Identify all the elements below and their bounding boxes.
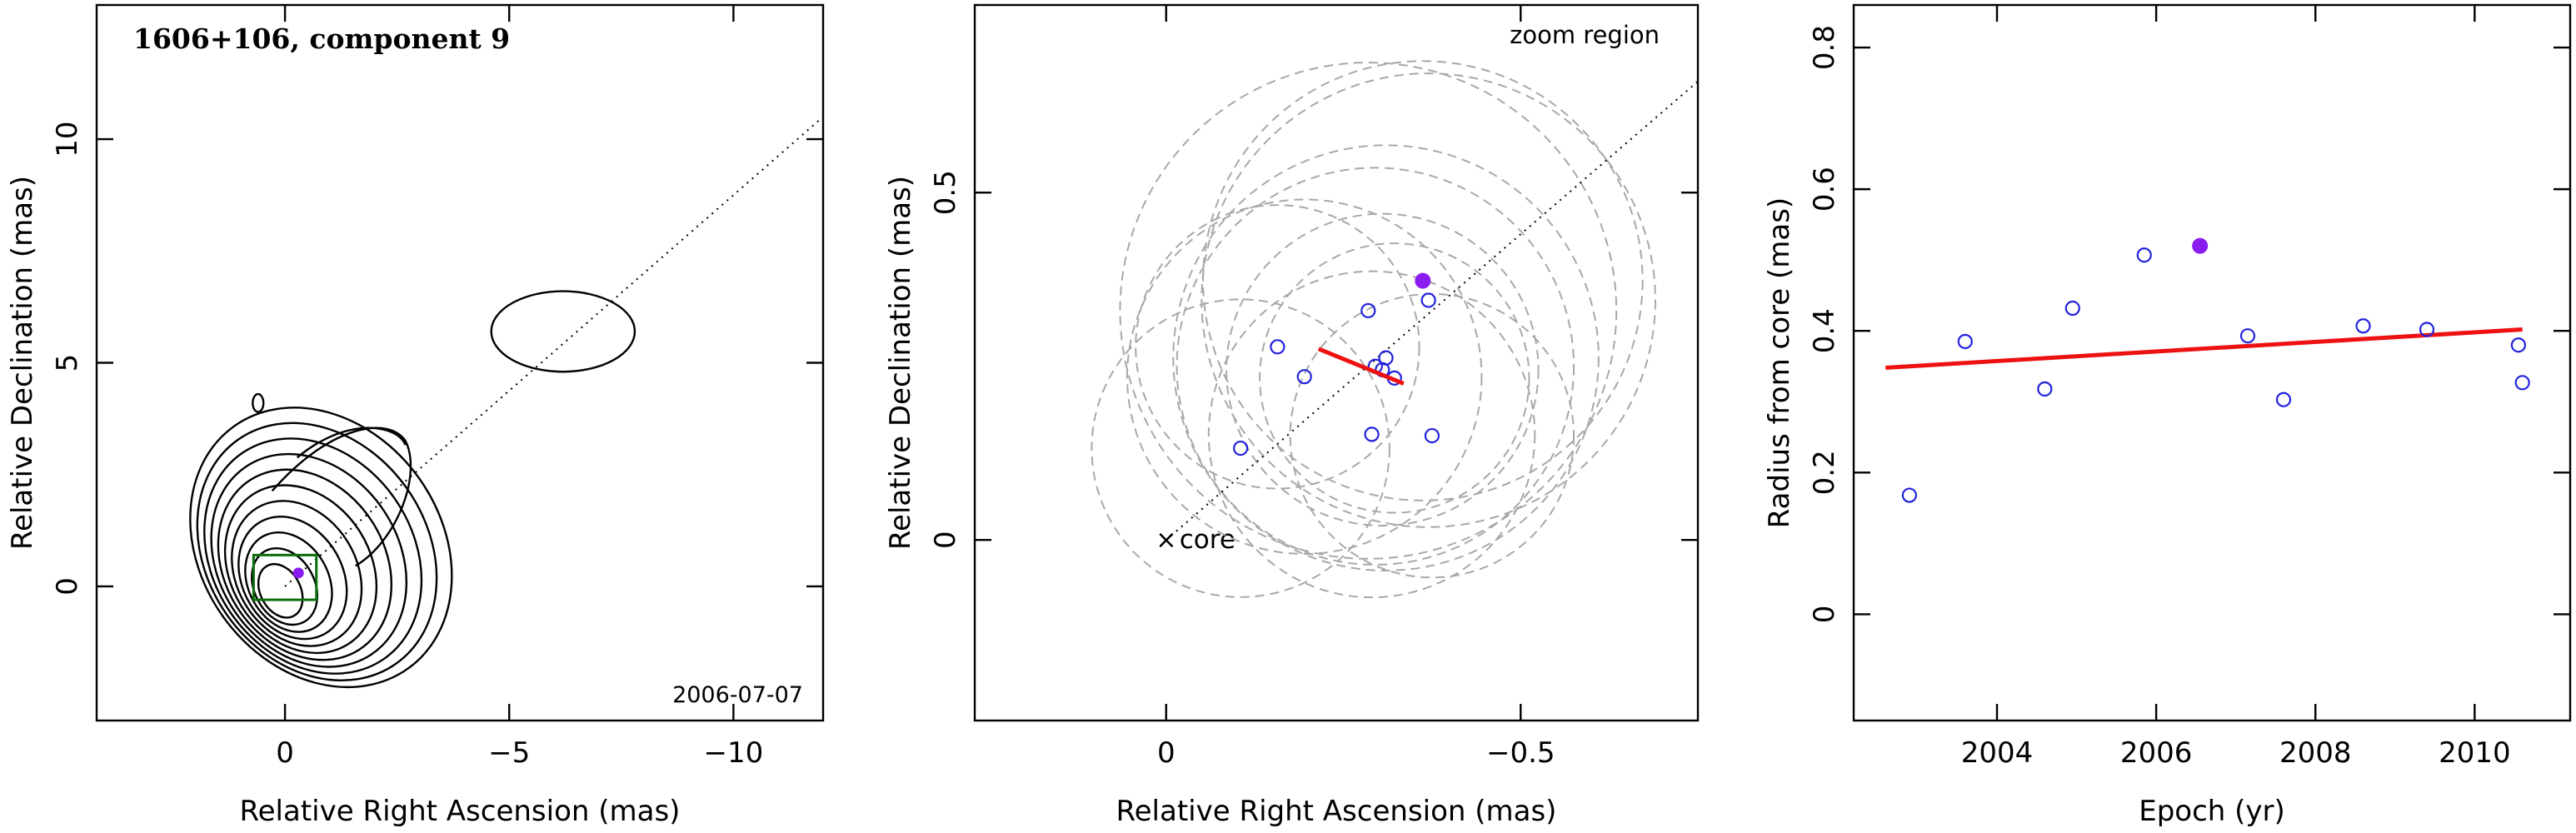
map-title: 1606+106, component 9 [133,22,510,55]
x-tick-label: −5 [488,736,530,770]
x-tick-label: −0.5 [1486,736,1555,770]
contour-level [217,468,393,661]
data-point [2064,300,2080,317]
fit-segment [1317,347,1405,386]
zoom-region-box [252,553,318,601]
data-point [2514,375,2530,391]
x-axis-label: Relative Right Ascension (mas) [1116,795,1557,828]
component-marker [292,567,304,579]
map-epoch-label: 2006-07-07 [672,682,803,708]
contour-lobe [271,426,412,567]
zoom-region-label: zoom region [1510,21,1660,49]
error-ring [1226,212,1540,527]
contour-level [231,500,363,647]
x-tick-label: 0 [1157,736,1176,770]
contour-lobe [296,426,407,459]
contour-level [244,531,333,633]
data-point [1233,440,1249,456]
contour-island [490,290,637,373]
data-point [2136,247,2152,263]
contour-level [223,484,378,655]
plot-frame [1852,3,2572,722]
error-ring [1202,60,1644,501]
error-ring [1172,144,1600,571]
y-tick-label: 0.4 [1808,308,1841,353]
plot-frame [95,3,825,722]
y-tick-label: 0.5 [929,170,962,215]
data-point [1901,487,1917,503]
error-ring [1126,198,1483,555]
highlight-point [2192,237,2209,254]
x-tick-label: 2010 [2439,736,2511,770]
data-point [1378,350,1394,366]
y-tick-label: 10 [51,121,84,157]
error-ring [1091,298,1390,598]
contour-level [189,407,453,689]
y-axis-label: Radius from core (mas) [1763,197,1796,528]
data-point [1424,427,1440,444]
x-tick-label: −10 [703,736,763,770]
highlight-point [1415,272,1431,289]
error-ring [1259,242,1530,514]
panel-map: 1606+106, component 9 2006-07-07 0 −5 −10 0… [6,3,825,828]
data-point [1360,302,1376,319]
x-tick-label: 2008 [2279,736,2352,770]
y-axis-label: Relative Declination (mas) [884,176,917,550]
y-tick-label: 0 [51,577,84,596]
x-axis-label: Relative Right Ascension (mas) [240,795,681,828]
contour-level [203,437,423,675]
y-tick-label: 0.8 [1808,25,1841,70]
data-point [2355,318,2371,334]
data-point [2419,322,2435,337]
y-tick-label: 5 [51,354,84,372]
contour-level [237,516,348,641]
x-tick-label: 2004 [1961,736,2034,770]
x-tick-label: 2006 [2120,736,2193,770]
position-angle-line [284,116,824,587]
data-point [1364,426,1380,442]
data-point [2275,392,2292,407]
data-point [2037,381,2053,397]
data-point [1420,292,1436,308]
y-tick-label: 0 [1808,606,1841,624]
x-axis-label: Epoch (yr) [2139,795,2285,828]
plot-frame [973,3,1700,722]
error-ring [1135,204,1420,490]
panel-radius: 2004 2006 2008 2010 0 0.2 0.4 0.6 0.8 Epoch (yr) R… [1763,3,2572,828]
error-ring [1176,167,1575,566]
y-tick-label: 0.6 [1808,167,1841,212]
contour-island [252,392,265,413]
y-tick-label: 0 [929,531,962,549]
core-label: core [1180,525,1236,555]
data-point [2510,337,2526,353]
core-marker: × [1156,526,1176,555]
error-ring [1201,72,1656,528]
contour-level [196,421,438,681]
x-tick-label: 0 [276,736,294,770]
data-point [1270,339,1286,355]
error-ring [1119,62,1618,560]
error-ring [1289,292,1575,579]
error-ring [1207,270,1536,599]
y-tick-label: 0.2 [1808,450,1841,495]
y-axis-label: Relative Declination (mas) [6,176,39,550]
panel-zoom: zoom region × core 0 −0.5 0 0.5 Relative Rig… [884,3,1700,828]
fit-line [1885,327,2523,370]
data-point [2239,328,2256,344]
data-point [1296,369,1312,385]
contour-level [210,452,408,668]
data-point [1957,333,1973,350]
